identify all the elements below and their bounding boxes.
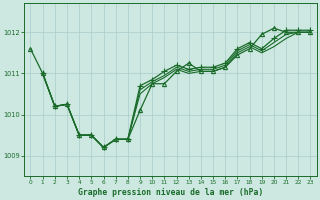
X-axis label: Graphe pression niveau de la mer (hPa): Graphe pression niveau de la mer (hPa) <box>78 188 263 197</box>
